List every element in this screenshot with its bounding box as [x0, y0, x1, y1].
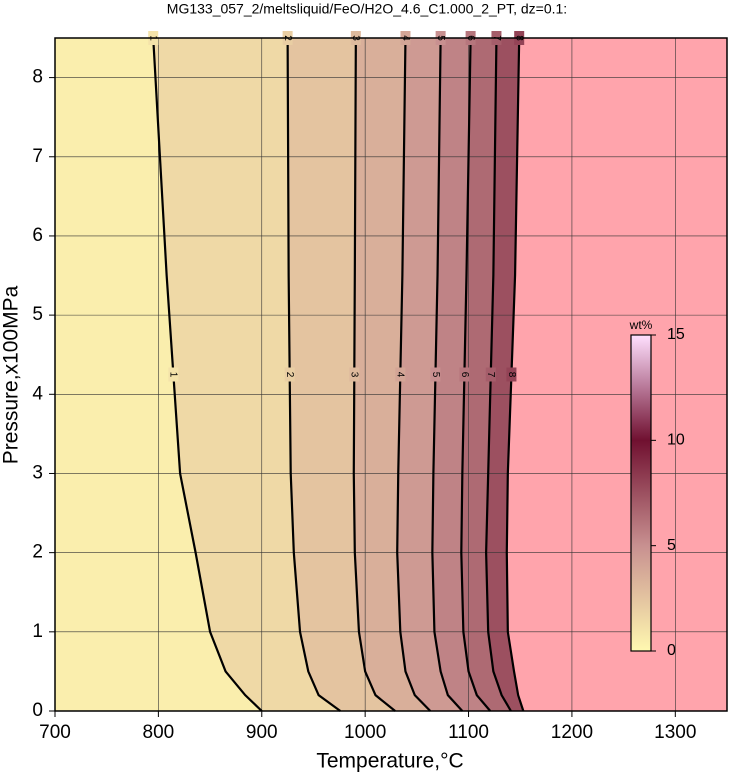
- contour-label-group: 5: [430, 367, 441, 382]
- x-tick-label: 1000: [344, 722, 386, 743]
- colorbar-tick-label: 5: [667, 537, 676, 554]
- contour-line: [460, 37, 492, 712]
- contour-line: [485, 37, 512, 712]
- y-tick-label: 2: [32, 542, 43, 563]
- contour-line: [152, 37, 263, 712]
- contour-label-bg: [168, 367, 179, 382]
- x-tick-label: 800: [143, 722, 175, 743]
- contour-label-group: 4: [395, 367, 406, 382]
- contour-label: 1: [168, 372, 179, 378]
- colorbar-tick-label: 0: [667, 642, 676, 659]
- y-tick-label: 8: [32, 67, 43, 88]
- contour-label: 6: [459, 372, 470, 378]
- y-tick-label: 4: [32, 383, 43, 404]
- contour-label-bg: [485, 367, 496, 382]
- x-tick-label: 1300: [654, 722, 696, 743]
- contour-line: [286, 37, 341, 712]
- colorbar: [630, 334, 652, 652]
- contour-label-group: 3: [349, 367, 360, 382]
- colorbar-tick-label: 15: [667, 326, 685, 343]
- contour-label-bg: [506, 367, 517, 382]
- contour-label-group: 2: [284, 367, 295, 382]
- x-tick-label: 1200: [551, 722, 593, 743]
- plot-frame: [54, 37, 728, 712]
- contour-band: [486, 38, 524, 711]
- contour-label: 2: [284, 372, 295, 378]
- contour-label-group: 1: [168, 367, 179, 382]
- chart-title: MG133_057_2/meltsliquid/FeO/H2O_4.6_C1.0…: [167, 1, 567, 17]
- contour-label-group: 6: [459, 367, 470, 382]
- contour-line: [396, 37, 432, 712]
- contour-label: 8: [506, 372, 517, 378]
- y-axis-label: Pressure,x100MPa: [0, 285, 23, 464]
- contour-band: [287, 38, 396, 711]
- contour-line: [505, 37, 525, 712]
- colorbar-label: wt%: [629, 318, 653, 332]
- contour-label-bg: [349, 367, 360, 382]
- contour-band: [153, 38, 341, 711]
- y-tick-label: 5: [32, 304, 43, 325]
- x-tick-label: 700: [39, 722, 71, 743]
- contour-label: 5: [430, 372, 441, 378]
- contour-label-bg: [395, 367, 406, 382]
- contour-label-group: 8: [506, 367, 517, 382]
- y-tick-label: 1: [32, 621, 43, 642]
- contour-label: 4: [395, 372, 406, 378]
- contour-label-bg: [430, 367, 441, 382]
- x-tick-label: 900: [246, 722, 278, 743]
- y-tick-label: 0: [32, 700, 43, 721]
- contour-line: [431, 37, 464, 712]
- contour-label: 3: [349, 372, 360, 378]
- contour-label-bg: [459, 367, 470, 382]
- contour-line: [352, 37, 396, 712]
- x-tick-label: 1100: [448, 722, 489, 743]
- y-tick-label: 7: [32, 146, 43, 167]
- contour-band: [397, 38, 463, 711]
- y-tick-label: 6: [32, 225, 43, 246]
- contour-label-group: 7: [485, 367, 496, 382]
- contour-band: [353, 38, 431, 711]
- contour-label: 7: [485, 372, 496, 378]
- contour-label-bg: [284, 367, 295, 382]
- colorbar-tick-label: 10: [667, 432, 685, 449]
- y-tick-label: 3: [32, 462, 43, 483]
- x-axis-label: Temperature,°C: [316, 750, 463, 773]
